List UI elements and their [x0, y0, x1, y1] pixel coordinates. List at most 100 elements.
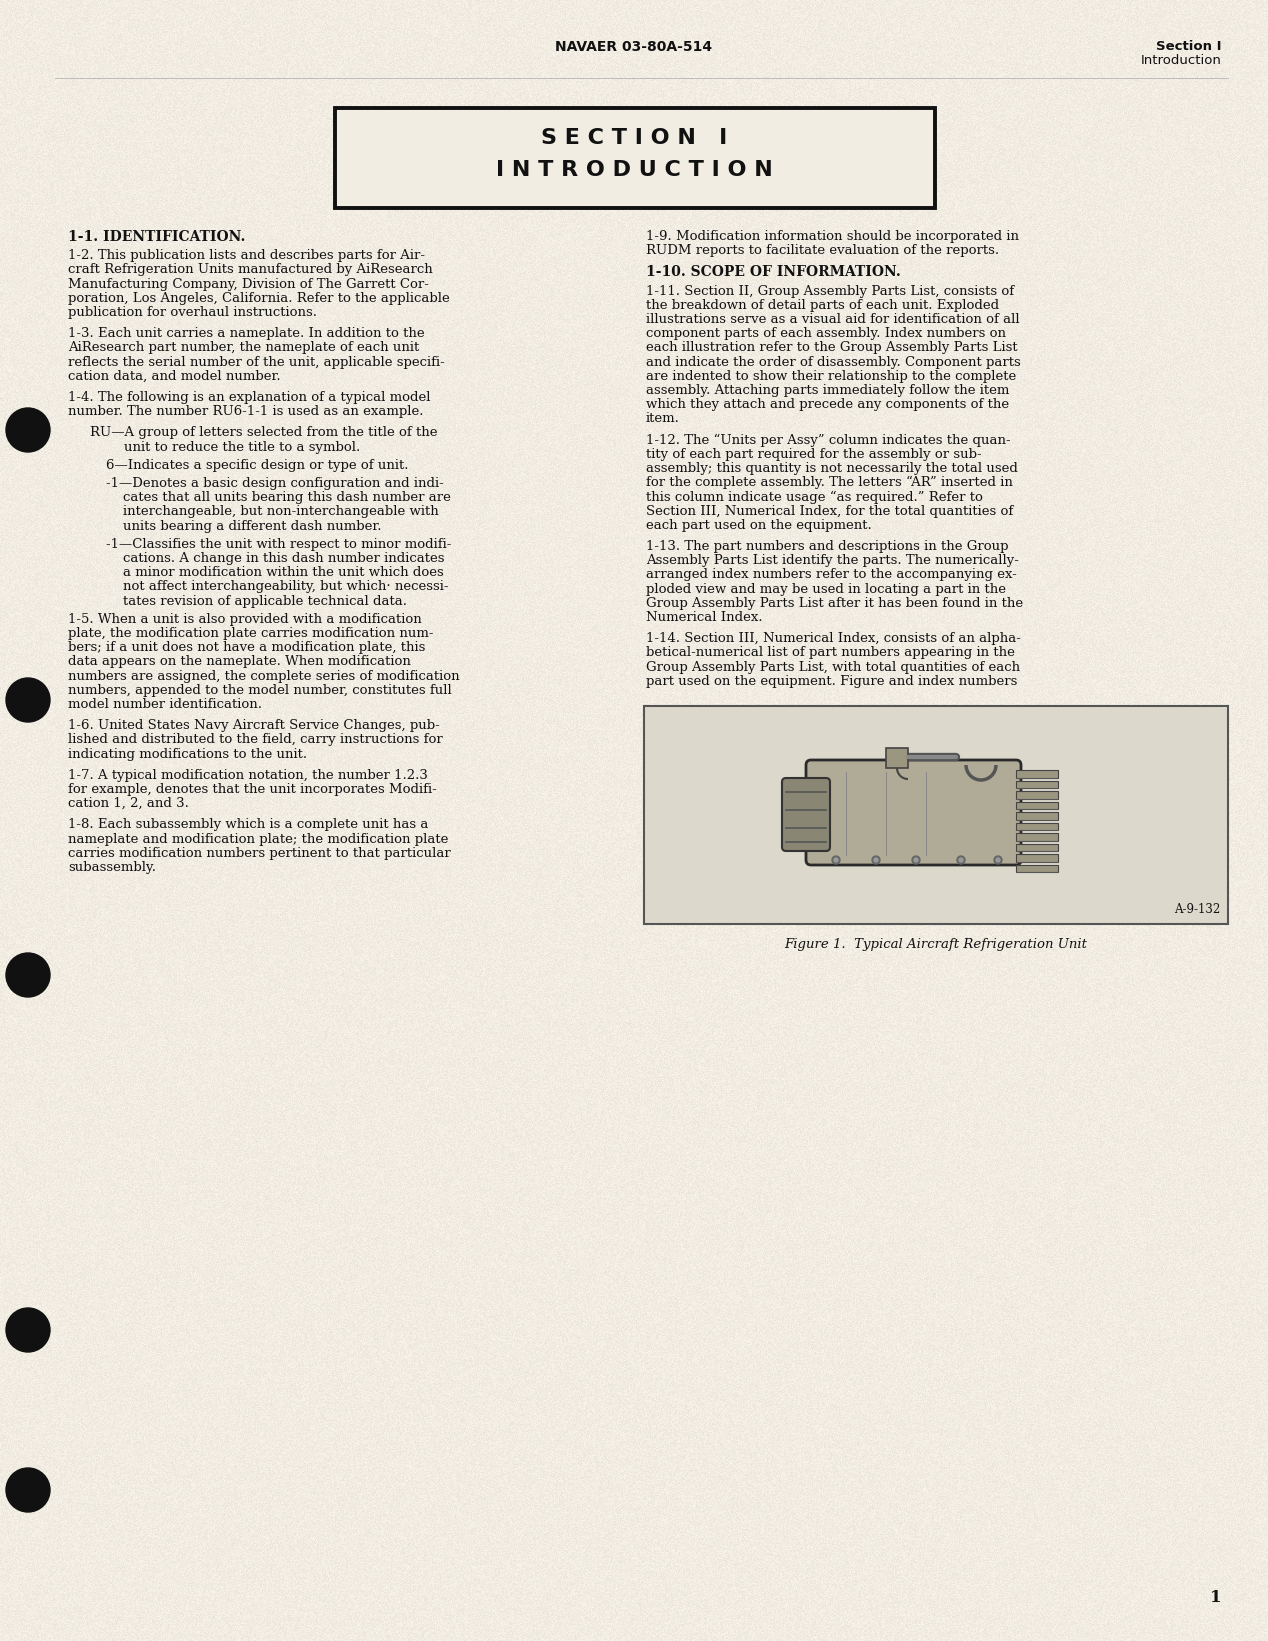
Text: cates that all units bearing this dash number are: cates that all units bearing this dash n… — [107, 491, 451, 504]
Bar — [1016, 865, 1058, 871]
Text: S E C T I O N   I: S E C T I O N I — [541, 128, 727, 148]
Text: 1-6. United States Navy Aircraft Service Changes, pub-: 1-6. United States Navy Aircraft Service… — [68, 719, 440, 732]
Text: unit to reduce the title to a symbol.: unit to reduce the title to a symbol. — [90, 440, 360, 453]
Bar — [1016, 853, 1058, 862]
Text: interchangeable, but non-interchangeable with: interchangeable, but non-interchangeable… — [107, 505, 439, 519]
Text: are indented to show their relationship to the complete: are indented to show their relationship … — [645, 369, 1016, 382]
FancyBboxPatch shape — [806, 760, 1021, 865]
Text: ploded view and may be used in locating a part in the: ploded view and may be used in locating … — [645, 583, 1006, 596]
Text: Manufacturing Company, Division of The Garrett Cor-: Manufacturing Company, Division of The G… — [68, 277, 429, 290]
Text: 1-1. IDENTIFICATION.: 1-1. IDENTIFICATION. — [68, 230, 246, 245]
Text: 1-10. SCOPE OF INFORMATION.: 1-10. SCOPE OF INFORMATION. — [645, 266, 900, 279]
Bar — [644, 706, 1227, 924]
Bar — [1016, 822, 1058, 830]
Text: component parts of each assembly. Index numbers on: component parts of each assembly. Index … — [645, 327, 1006, 340]
Text: assembly; this quantity is not necessarily the total used: assembly; this quantity is not necessari… — [645, 463, 1018, 474]
Text: RUDM reports to facilitate evaluation of the reports.: RUDM reports to facilitate evaluation of… — [645, 245, 999, 258]
Text: cation data, and model number.: cation data, and model number. — [68, 369, 280, 382]
Circle shape — [914, 858, 918, 862]
Text: not affect interchangeability, but which· necessi-: not affect interchangeability, but which… — [107, 581, 449, 594]
Circle shape — [6, 953, 49, 998]
Text: model number identification.: model number identification. — [68, 697, 262, 711]
Text: indicating modifications to the unit.: indicating modifications to the unit. — [68, 748, 307, 760]
Circle shape — [874, 858, 877, 862]
Circle shape — [6, 1469, 49, 1511]
Text: for example, denotes that the unit incorporates Modifi-: for example, denotes that the unit incor… — [68, 783, 436, 796]
Text: 1-3. Each unit carries a nameplate. In addition to the: 1-3. Each unit carries a nameplate. In a… — [68, 327, 425, 340]
Bar — [1016, 791, 1058, 799]
Bar — [1016, 801, 1058, 809]
Text: tity of each part required for the assembly or sub-: tity of each part required for the assem… — [645, 448, 981, 461]
Text: 1-11. Section II, Group Assembly Parts List, consists of: 1-11. Section II, Group Assembly Parts L… — [645, 284, 1014, 297]
Text: each illustration refer to the Group Assembly Parts List: each illustration refer to the Group Ass… — [645, 341, 1018, 354]
Text: number. The number RU6-1-1 is used as an example.: number. The number RU6-1-1 is used as an… — [68, 405, 424, 418]
Text: nameplate and modification plate; the modification plate: nameplate and modification plate; the mo… — [68, 832, 449, 845]
Circle shape — [872, 857, 880, 865]
Bar — [1016, 812, 1058, 819]
Text: plate, the modification plate carries modification num-: plate, the modification plate carries mo… — [68, 627, 434, 640]
Text: 1-7. A typical modification notation, the number 1.2.3: 1-7. A typical modification notation, th… — [68, 768, 427, 781]
Text: RU—A group of letters selected from the title of the: RU—A group of letters selected from the … — [90, 427, 437, 440]
Text: Introduction: Introduction — [1141, 54, 1222, 67]
Text: -1—Classifies the unit with respect to minor modifi-: -1—Classifies the unit with respect to m… — [107, 538, 451, 551]
Text: a minor modification within the unit which does: a minor modification within the unit whi… — [107, 566, 444, 579]
Text: carries modification numbers pertinent to that particular: carries modification numbers pertinent t… — [68, 847, 450, 860]
Text: this column indicate usage “as required.” Refer to: this column indicate usage “as required.… — [645, 491, 983, 504]
Text: A-9-132: A-9-132 — [1174, 903, 1220, 916]
Text: Group Assembly Parts List, with total quantities of each: Group Assembly Parts List, with total qu… — [645, 661, 1021, 673]
Text: bers; if a unit does not have a modification plate, this: bers; if a unit does not have a modifica… — [68, 642, 425, 655]
Text: assembly. Attaching parts immediately follow the item: assembly. Attaching parts immediately fo… — [645, 384, 1009, 397]
Text: Section I: Section I — [1156, 39, 1222, 53]
Text: 1-9. Modification information should be incorporated in: 1-9. Modification information should be … — [645, 230, 1019, 243]
Text: the breakdown of detail parts of each unit. Exploded: the breakdown of detail parts of each un… — [645, 299, 999, 312]
Text: illustrations serve as a visual aid for identification of all: illustrations serve as a visual aid for … — [645, 313, 1019, 327]
Bar — [335, 108, 935, 208]
Text: 1-13. The part numbers and descriptions in the Group: 1-13. The part numbers and descriptions … — [645, 540, 1008, 553]
Text: cation 1, 2, and 3.: cation 1, 2, and 3. — [68, 798, 189, 811]
Text: 1-8. Each subassembly which is a complete unit has a: 1-8. Each subassembly which is a complet… — [68, 819, 429, 832]
Bar — [1016, 770, 1058, 778]
Text: tates revision of applicable technical data.: tates revision of applicable technical d… — [107, 594, 407, 607]
Bar — [1016, 834, 1058, 840]
Circle shape — [6, 409, 49, 451]
Circle shape — [995, 858, 1000, 862]
Circle shape — [6, 1308, 49, 1352]
Text: 1-2. This publication lists and describes parts for Air-: 1-2. This publication lists and describe… — [68, 249, 425, 263]
Text: 1-4. The following is an explanation of a typical model: 1-4. The following is an explanation of … — [68, 391, 431, 404]
Text: arranged index numbers refer to the accompanying ex-: arranged index numbers refer to the acco… — [645, 568, 1017, 581]
Text: Assembly Parts List identify the parts. The numerically-: Assembly Parts List identify the parts. … — [645, 555, 1019, 568]
Text: subassembly.: subassembly. — [68, 862, 156, 875]
Text: Group Assembly Parts List after it has been found in the: Group Assembly Parts List after it has b… — [645, 597, 1023, 610]
Text: cations. A change in this dash number indicates: cations. A change in this dash number in… — [107, 551, 445, 565]
Text: for the complete assembly. The letters “AR” inserted in: for the complete assembly. The letters “… — [645, 476, 1013, 489]
Text: numbers are assigned, the complete series of modification: numbers are assigned, the complete serie… — [68, 670, 459, 683]
Text: Section III, Numerical Index, for the total quantities of: Section III, Numerical Index, for the to… — [645, 504, 1013, 517]
Text: data appears on the nameplate. When modification: data appears on the nameplate. When modi… — [68, 655, 411, 668]
Text: 1-5. When a unit is also provided with a modification: 1-5. When a unit is also provided with a… — [68, 612, 422, 625]
Text: poration, Los Angeles, California. Refer to the applicable: poration, Los Angeles, California. Refer… — [68, 292, 450, 305]
Text: lished and distributed to the field, carry instructions for: lished and distributed to the field, car… — [68, 734, 443, 747]
Circle shape — [832, 857, 839, 865]
Text: numbers, appended to the model number, constitutes full: numbers, appended to the model number, c… — [68, 684, 451, 697]
Text: betical-numerical list of part numbers appearing in the: betical-numerical list of part numbers a… — [645, 647, 1014, 660]
Text: Figure 1.  Typical Aircraft Refrigeration Unit: Figure 1. Typical Aircraft Refrigeration… — [785, 939, 1088, 952]
Circle shape — [912, 857, 921, 865]
Text: I N T R O D U C T I O N: I N T R O D U C T I O N — [496, 161, 772, 181]
Text: which they attach and precede any components of the: which they attach and precede any compon… — [645, 399, 1009, 412]
Text: 1: 1 — [1211, 1588, 1222, 1607]
Text: AiResearch part number, the nameplate of each unit: AiResearch part number, the nameplate of… — [68, 341, 420, 354]
Bar — [1016, 781, 1058, 788]
Text: part used on the equipment. Figure and index numbers: part used on the equipment. Figure and i… — [645, 674, 1017, 688]
FancyBboxPatch shape — [782, 778, 831, 852]
Circle shape — [834, 858, 838, 862]
Text: Numerical Index.: Numerical Index. — [645, 610, 762, 624]
Text: NAVAER 03-80A-514: NAVAER 03-80A-514 — [555, 39, 713, 54]
Text: craft Refrigeration Units manufactured by AiResearch: craft Refrigeration Units manufactured b… — [68, 264, 432, 276]
Circle shape — [957, 857, 965, 865]
Text: and indicate the order of disassembly. Component parts: and indicate the order of disassembly. C… — [645, 356, 1021, 369]
Text: publication for overhaul instructions.: publication for overhaul instructions. — [68, 305, 317, 318]
Text: item.: item. — [645, 412, 680, 425]
Circle shape — [6, 678, 49, 722]
Circle shape — [959, 858, 962, 862]
Text: each part used on the equipment.: each part used on the equipment. — [645, 519, 872, 532]
